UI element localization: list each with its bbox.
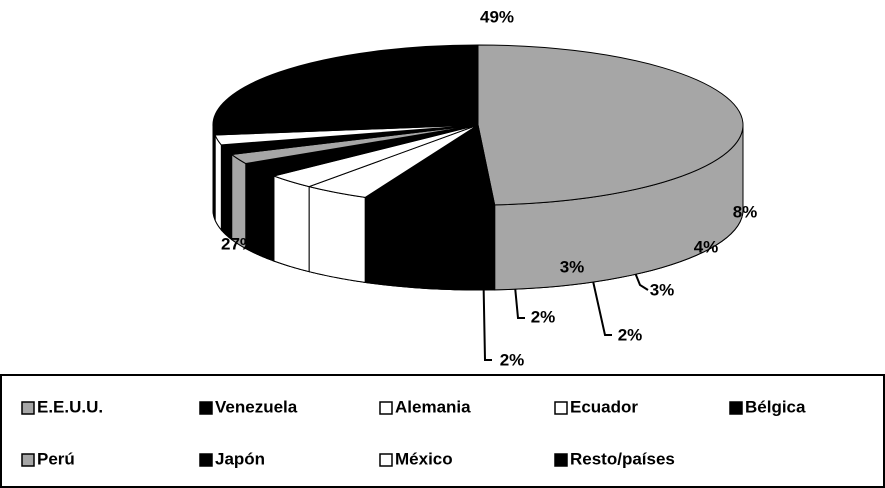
data-label: 8% (733, 202, 758, 221)
data-label: 4% (694, 237, 719, 256)
legend-swatch (379, 453, 393, 467)
data-label: 27% (221, 234, 255, 253)
data-label: 3% (560, 257, 585, 276)
slice-side (214, 134, 222, 232)
slice-side (212, 124, 216, 221)
data-label: 49% (480, 7, 514, 26)
data-label: 2% (531, 307, 556, 326)
data-label: 2% (618, 325, 643, 344)
slice-side (364, 196, 496, 291)
data-label: 3% (650, 280, 675, 299)
legend-swatch (21, 401, 35, 415)
slice-side (273, 175, 310, 273)
data-label: 2% (500, 350, 525, 369)
legend-swatch (554, 453, 568, 467)
legend-label: E.E.U.U. (37, 397, 103, 416)
legend-label: Japón (215, 449, 265, 468)
legend-label: Ecuador (570, 397, 638, 416)
slice-side (308, 186, 366, 283)
slice-side (220, 143, 233, 241)
legend-label: México (395, 449, 453, 468)
slice (477, 44, 744, 206)
legend-label: Resto/países (570, 449, 675, 468)
legend-swatch (21, 453, 35, 467)
slice (363, 124, 496, 206)
legend-box (0, 374, 885, 488)
legend-label: Alemania (395, 397, 471, 416)
legend-label: Perú (37, 449, 75, 468)
legend-label: Venezuela (215, 397, 298, 416)
legend-swatch (199, 401, 213, 415)
legend-swatch (729, 401, 743, 415)
slice (212, 44, 479, 136)
legend-swatch (379, 401, 393, 415)
legend-swatch (199, 453, 213, 467)
legend-label: Bélgica (745, 397, 806, 416)
legend-swatch (554, 401, 568, 415)
